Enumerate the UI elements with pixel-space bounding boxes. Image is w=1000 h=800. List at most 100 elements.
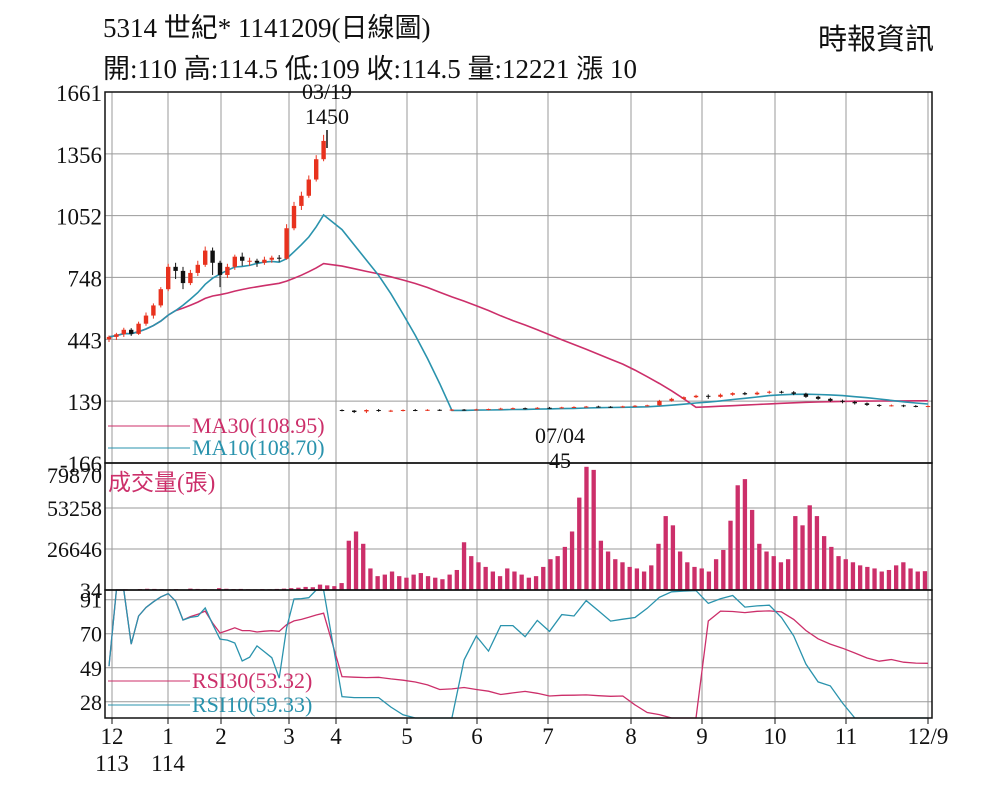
- volume-bar: [908, 568, 913, 590]
- grid-lines: [105, 92, 932, 718]
- candle-body: [151, 305, 156, 316]
- volume-bar: [533, 576, 539, 590]
- volume-label: 成交量(張): [108, 470, 215, 495]
- candle-body: [889, 405, 894, 407]
- volume-bar: [339, 583, 344, 590]
- candle-body: [269, 257, 274, 260]
- candle-body: [188, 272, 193, 284]
- candle-body: [129, 329, 134, 334]
- price-y-tick-label: 748: [68, 266, 103, 291]
- candle-body: [210, 250, 215, 263]
- low-date-annotation: 07/04: [535, 423, 585, 448]
- candle-body: [364, 410, 369, 412]
- candle-body: [449, 409, 455, 411]
- candle-body: [632, 405, 638, 407]
- candle-body: [247, 260, 252, 262]
- candle-body: [645, 405, 650, 407]
- volume-bar: [483, 566, 488, 590]
- price-panel: [106, 134, 931, 414]
- volume-bar: [541, 566, 546, 590]
- candle-body: [166, 266, 171, 290]
- volume-bar: [382, 574, 387, 590]
- candle-body: [254, 260, 260, 263]
- volume-bar: [454, 569, 460, 590]
- ma10-line: [108, 213, 929, 412]
- volume-bar: [317, 584, 323, 590]
- candle-body: [583, 406, 589, 408]
- candle-body: [388, 410, 394, 412]
- volume-bar: [677, 551, 683, 590]
- volume-bar: [476, 562, 481, 590]
- candle-body: [791, 392, 796, 394]
- volume-bar: [490, 571, 496, 590]
- volume-bar: [325, 585, 330, 590]
- x-tick-label: 11: [835, 724, 857, 749]
- candle-body: [203, 250, 208, 265]
- candle-body: [498, 408, 503, 410]
- candle-body: [840, 400, 845, 402]
- volume-bar: [548, 559, 553, 590]
- volume-bar: [368, 568, 373, 590]
- candle-body: [876, 404, 882, 406]
- candle-body: [754, 392, 760, 395]
- candle-body: [913, 405, 918, 407]
- candle-body: [657, 400, 662, 406]
- x-tick-label: 1: [162, 724, 174, 749]
- volume-bar: [613, 559, 618, 590]
- candle-body: [306, 179, 311, 196]
- x-tick-label: 12/9: [908, 724, 949, 749]
- volume-bar: [764, 551, 769, 590]
- volume-bar: [447, 574, 452, 590]
- candle-body: [158, 289, 163, 306]
- volume-bar: [850, 562, 856, 590]
- candle-body: [195, 264, 200, 273]
- candle-body: [901, 405, 906, 407]
- volume-bar: [591, 469, 596, 590]
- volume-bar: [303, 586, 308, 590]
- high-value-annotation: 1450: [305, 104, 349, 129]
- volume-bar: [663, 516, 668, 590]
- candle-body: [852, 401, 857, 404]
- candle-body: [299, 195, 304, 206]
- volume-bar: [749, 509, 755, 590]
- price-y-tick-label: 1661: [56, 81, 102, 106]
- candle-body: [510, 408, 516, 410]
- volume-bar: [353, 531, 359, 590]
- x-tick-label: 9: [696, 724, 708, 749]
- ma30-line: [108, 262, 928, 409]
- volume-bar: [469, 556, 474, 590]
- volume-bar: [670, 525, 676, 590]
- volume-bar: [641, 571, 647, 590]
- volume-bar: [461, 542, 467, 590]
- candle-body: [815, 396, 821, 399]
- price-y-tick-label: 1052: [56, 205, 102, 230]
- volume-bar: [893, 565, 899, 590]
- volume-bar: [555, 556, 560, 590]
- volume-bar: [404, 577, 409, 590]
- rsi-y-tick-label: 70: [80, 622, 102, 647]
- volume-bar: [785, 559, 791, 590]
- volume-bar: [425, 576, 431, 590]
- rsi-legend-label: RSI10(59.33): [192, 692, 312, 717]
- volume-bar: [706, 571, 712, 590]
- volume-y-tick-label: 53258: [47, 496, 102, 521]
- volume-bar: [620, 562, 625, 590]
- volume-bar: [771, 556, 776, 590]
- candle-body: [277, 257, 282, 259]
- volume-bar: [605, 551, 611, 590]
- volume-bar: [634, 568, 640, 590]
- candle-body: [608, 406, 613, 408]
- candle-body: [217, 262, 223, 275]
- volume-bar: [397, 576, 402, 590]
- volume-bar: [814, 516, 820, 590]
- candle-body: [669, 398, 674, 401]
- candle-body: [828, 398, 833, 401]
- ma-legend-label: MA10(108.70): [192, 435, 325, 460]
- rsi-legend-label: RSI30(53.32): [192, 668, 312, 693]
- candle-body: [864, 403, 870, 405]
- rsi30-line: [108, 589, 929, 719]
- volume-bar: [757, 543, 762, 590]
- rsi-y-tick-label: 91: [80, 588, 102, 613]
- candle-body: [225, 266, 230, 275]
